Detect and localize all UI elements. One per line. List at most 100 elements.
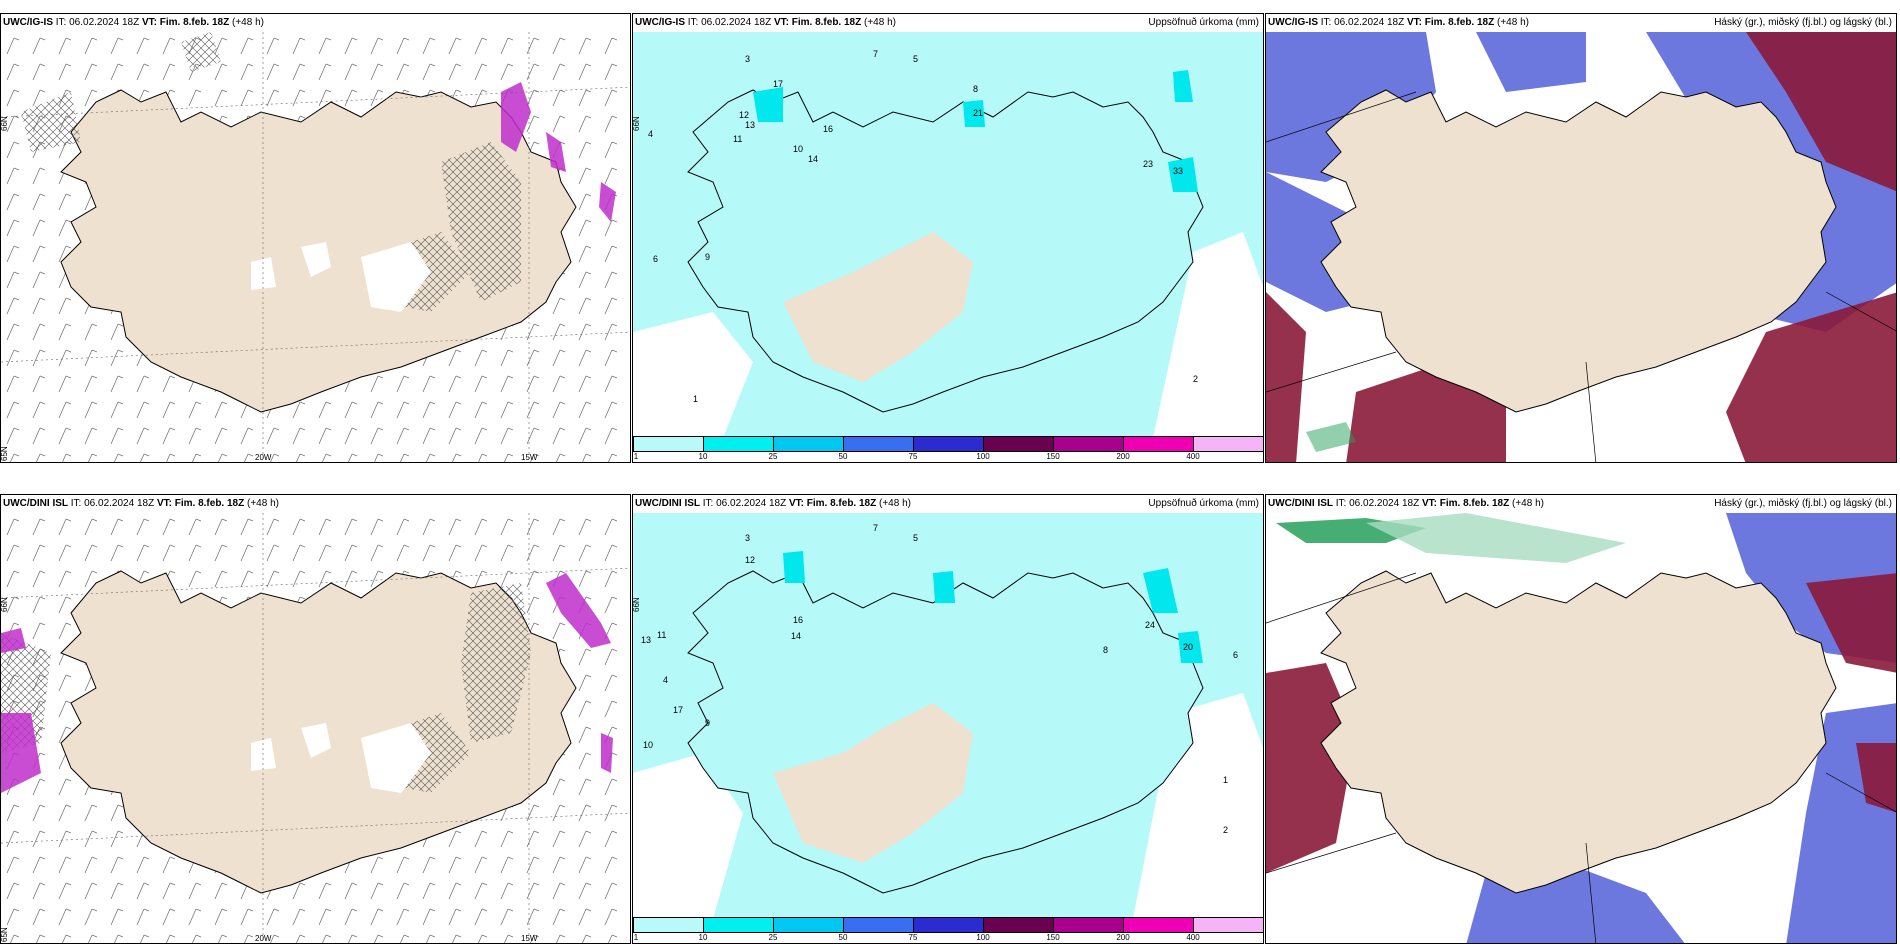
precip-value: 21 — [973, 108, 983, 118]
colorbar-cell — [773, 436, 844, 452]
model-name: UWC/IG-IS — [635, 17, 685, 28]
lead-time: (+48 h) — [1512, 498, 1544, 509]
vt-label: VT: — [156, 498, 172, 509]
precip-value: 7 — [873, 523, 878, 533]
field-title: Háský (gr.), miðský (fj.bl.) og lágský (… — [1714, 17, 1892, 28]
colorbar-tick-label: 50 — [838, 452, 848, 461]
precip-value: 2 — [1193, 374, 1198, 384]
precip-cores — [753, 70, 1198, 192]
precip-map: 7 5 3 17 16 13 12 11 10 9 8 14 20 24 4 6… — [633, 513, 1263, 919]
it-value: 06.02.2024 18Z — [1334, 17, 1405, 28]
precip-value: 4 — [648, 129, 653, 139]
wind-barb-map: 66N 65N 20W 15W — [1, 513, 630, 943]
panel-header: UWC/IG-IS IT: 06.02.2024 18Z VT: Fim. 8.… — [1, 14, 630, 32]
precip-value: 9 — [705, 252, 710, 262]
lead-time: (+48 h) — [879, 498, 911, 509]
vt-value: Fim. 8.feb. 18Z — [1424, 17, 1495, 28]
colorbar-tick-label: 10 — [698, 452, 708, 461]
colorbar-cell — [1123, 436, 1194, 452]
precip-value: 17 — [673, 705, 683, 715]
lat-label: 66N — [1, 597, 9, 612]
panel-header: UWC/DINI ISL IT: 06.02.2024 18Z VT: Fim.… — [1266, 495, 1896, 513]
it-label: IT: — [1320, 17, 1332, 28]
colorbar-tick-label: 1 — [633, 452, 639, 461]
precip-value: 6 — [653, 254, 658, 264]
precip-value: 3 — [745, 533, 750, 543]
precip-value: 24 — [1145, 620, 1155, 630]
heavy-precip — [501, 82, 616, 222]
lon-label: 15W — [521, 934, 538, 943]
colorbar-tick-label: 200 — [1116, 452, 1130, 461]
colorbar-tick-label: 25 — [768, 933, 778, 942]
precip-value: 10 — [643, 740, 653, 750]
field-title: Háský (gr.), miðský (fj.bl.) og lágský (… — [1714, 498, 1892, 509]
field-title: Uppsöfnuð úrkoma (mm) — [1148, 17, 1259, 28]
lead-time: (+48 h) — [247, 498, 279, 509]
precip-value: 6 — [1233, 650, 1238, 660]
vt-value: Fim. 8.feb. 18Z — [1439, 498, 1510, 509]
it-label: IT: — [70, 498, 82, 509]
glaciers — [251, 242, 431, 312]
vt-value: Fim. 8.feb. 18Z — [806, 498, 877, 509]
precip-value: 12 — [739, 110, 749, 120]
precip-values: 7 5 3 17 16 13 12 11 10 9 8 14 21 23 33 … — [648, 49, 1198, 404]
precip-colorbar: 1 10 25 50 75 100 150 200 400 — [633, 917, 1263, 943]
precip-value: 23 — [1143, 159, 1153, 169]
precip-value: 20 — [1183, 642, 1193, 652]
lat-label: 65N — [1, 446, 9, 461]
colorbar-tick-label: 400 — [1186, 452, 1200, 461]
precip-map: 7 5 3 17 16 13 12 11 10 9 8 14 21 23 33 … — [633, 32, 1263, 438]
it-label: IT: — [702, 498, 714, 509]
precip-value: 1 — [1223, 775, 1228, 785]
lat-label: 66N — [633, 597, 641, 612]
precip-colorbar: 1 10 25 50 75 100 150 200 400 — [633, 436, 1263, 462]
precip-value: 13 — [641, 635, 651, 645]
colorbar-tick-label: 1 — [633, 933, 639, 942]
lat-label: 66N — [1, 116, 9, 131]
precip-value: 7 — [873, 49, 878, 59]
precip-map-panel-top: UWC/IG-IS IT: 06.02.2024 18Z VT: Fim. 8.… — [632, 13, 1264, 463]
precip-value: 33 — [1173, 166, 1183, 176]
precip-value: 4 — [663, 675, 668, 685]
model-name: UWC/IG-IS — [1268, 17, 1318, 28]
lon-label: 15W — [521, 453, 538, 462]
precip-value: 1 — [693, 394, 698, 404]
model-name: UWC/DINI ISL — [635, 498, 700, 509]
colorbar-cell — [1053, 436, 1124, 452]
lon-label: 20W — [255, 934, 272, 943]
lead-time: (+48 h) — [1497, 17, 1529, 28]
precip-value: 13 — [745, 120, 755, 130]
precip-value: 17 — [773, 79, 783, 89]
colorbar-cell — [843, 917, 914, 933]
field-title: Uppsöfnuð úrkoma (mm) — [1148, 498, 1259, 509]
colorbar-cell — [913, 917, 984, 933]
it-label: IT: — [687, 17, 699, 28]
precip-value: 11 — [657, 630, 666, 640]
precip-value: 5 — [913, 54, 918, 64]
precip-value: 14 — [808, 154, 818, 164]
colorbar-cell — [913, 436, 984, 452]
it-value: 06.02.2024 18Z — [69, 17, 140, 28]
precip-value: 10 — [793, 144, 803, 154]
lat-label: 65N — [1, 927, 9, 942]
precip-value: 9 — [705, 718, 710, 728]
panel-header: UWC/IG-IS IT: 06.02.2024 18Z VT: Fim. 8.… — [633, 14, 1263, 32]
it-value: 06.02.2024 18Z — [84, 498, 155, 509]
precip-value: 5 — [913, 533, 918, 543]
it-label: IT: — [55, 17, 67, 28]
colorbar-cell — [1123, 917, 1194, 933]
colorbar-tick-label: 150 — [1046, 452, 1060, 461]
colorbar-cell — [1053, 917, 1124, 933]
colorbar-tick-label: 25 — [768, 452, 778, 461]
colorbar-cell — [773, 917, 844, 933]
colorbar-cell — [1193, 917, 1263, 933]
precip-map-panel-bottom: UWC/DINI ISL IT: 06.02.2024 18Z VT: Fim.… — [632, 494, 1264, 944]
precip-value: 11 — [733, 134, 742, 144]
colorbar-tick-label: 50 — [838, 933, 848, 942]
precip-value: 2 — [1223, 825, 1228, 835]
precip-value: 16 — [793, 615, 803, 625]
colorbar-cell — [983, 917, 1054, 933]
colorbar-tick-label: 75 — [908, 933, 918, 942]
vt-label: VT: — [773, 17, 789, 28]
colorbar-cell — [1193, 436, 1263, 452]
